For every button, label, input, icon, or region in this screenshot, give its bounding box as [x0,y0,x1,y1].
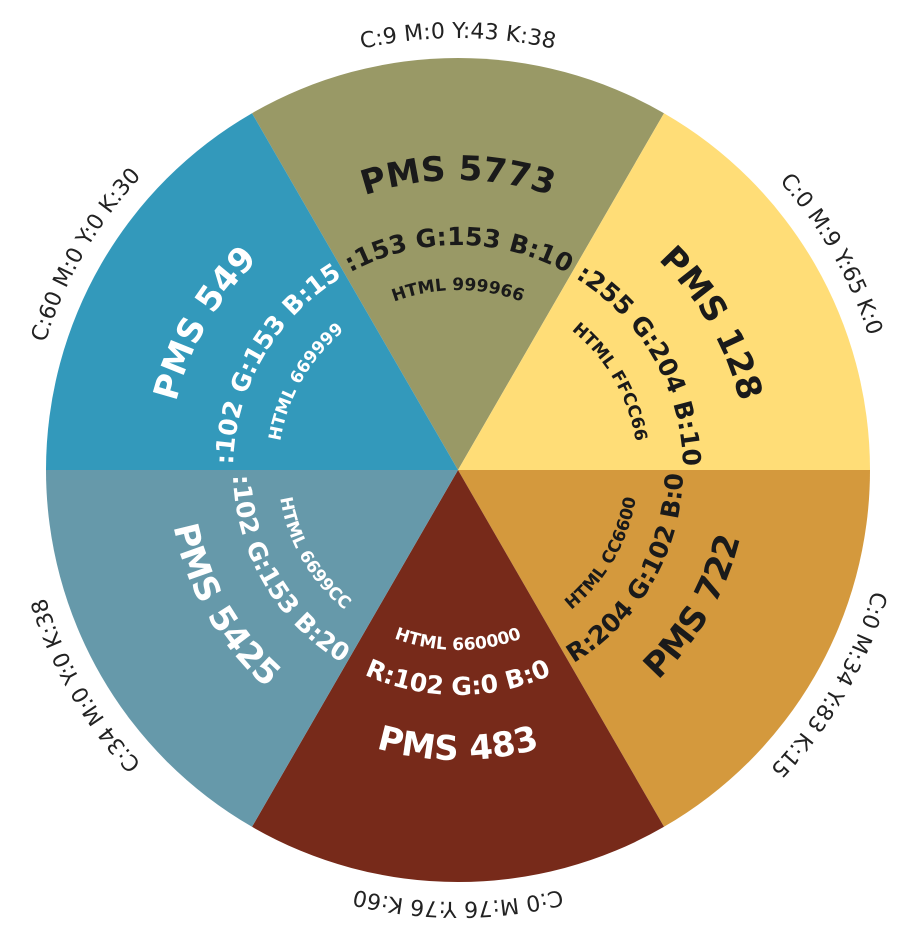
wheel-slice-pms-5773 [252,57,664,471]
wheel-slice-pms-128 [458,113,870,470]
wheel-slice-pms-483 [252,470,664,882]
wheel-slice-pms-549 [46,113,458,470]
wheel-slice-pms-722 [458,470,870,827]
pms-5773-cmyk-label: C:9 M:0 Y:43 K:38 [358,19,558,55]
pms-483-cmyk-label: C:0 M:76 Y:76 K:60 [351,884,566,921]
wheel-slice-pms-5425 [46,470,458,827]
wheel-slices [46,57,870,882]
